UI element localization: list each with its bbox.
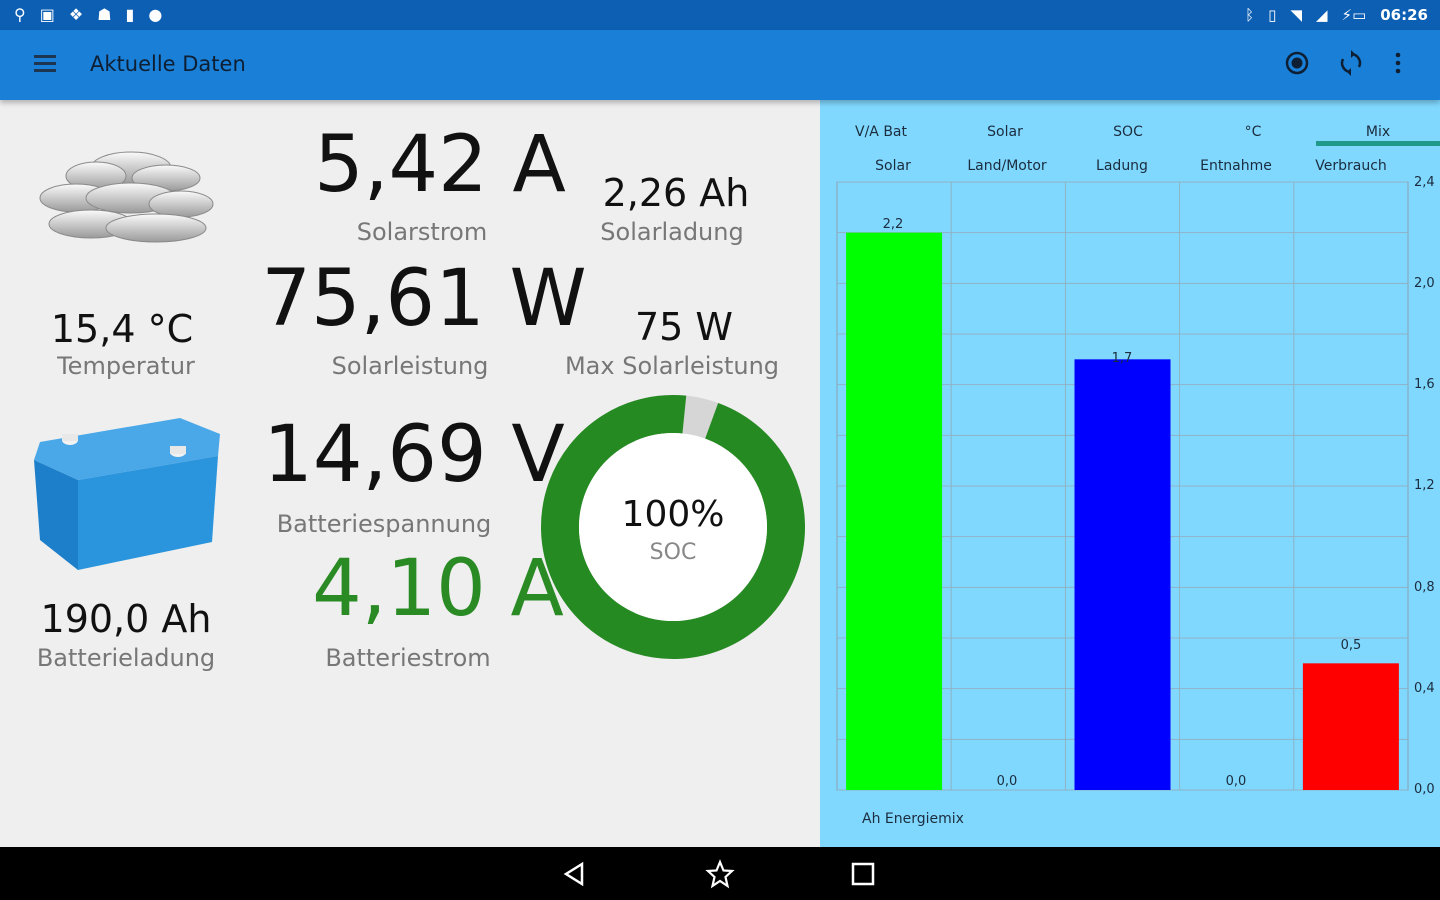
y-tick-label: 1,2 [1414, 478, 1435, 493]
recent-apps-icon[interactable] [848, 859, 878, 889]
battery-voltage-value: 14,69 V [263, 410, 565, 500]
overflow-menu-icon[interactable] [1383, 50, 1413, 80]
back-icon[interactable] [560, 859, 590, 889]
y-tick-label: 1,6 [1414, 377, 1435, 392]
bar-value-label: 0,0 [996, 774, 1018, 789]
chart-x-label: Ah Energiemix [862, 811, 964, 827]
category-label: Entnahme [1200, 158, 1272, 174]
temperature-label: Temperatur [57, 352, 195, 380]
battery-charging-icon: ⚡▭ [1341, 6, 1367, 24]
battery-icon [30, 414, 224, 578]
tab-mix[interactable]: Mix [1365, 124, 1391, 140]
category-label: Solar [875, 158, 911, 174]
y-tick-label: 0,0 [1414, 782, 1435, 797]
energy-mix-bar-chart [836, 181, 1409, 791]
tab-soc[interactable]: SOC [1113, 124, 1143, 140]
tab-va-bat[interactable]: V/A Bat [855, 124, 907, 140]
menu-icon[interactable] [34, 55, 56, 75]
battery-charge-value: 190,0 Ah [40, 597, 212, 641]
usb-icon: ⚲ [14, 5, 26, 24]
category-label: Ladung [1096, 158, 1148, 174]
max-solar-power-label: Max Solarleistung [564, 352, 780, 380]
soc-gauge: 100% SOC [540, 394, 806, 660]
solar-charge-value: 2,26 Ah [602, 171, 750, 215]
y-tick-label: 2,4 [1414, 175, 1435, 190]
status-bar: ⚲ ▣ ❖ ☗ ▮ ● ᛒ ▯ ◥ ◢ ⚡▭ 06:26 [0, 0, 1440, 30]
refresh-icon[interactable] [1336, 50, 1366, 80]
tab-temperature[interactable]: °C [1244, 124, 1262, 140]
temperature-value: 15,4 °C [50, 307, 194, 351]
battery-small-icon: ▮ [125, 5, 135, 24]
active-tab-indicator [1316, 141, 1440, 146]
bar-solar [846, 232, 943, 790]
notification-icons: ⚲ ▣ ❖ ☗ ▮ ● [14, 5, 162, 24]
star-icon[interactable] [705, 859, 735, 889]
solar-current-value: 5,42 A [314, 120, 566, 210]
pin-icon: ● [148, 5, 163, 24]
y-tick-label: 2,0 [1414, 276, 1435, 291]
solar-current-label: Solarstrom [356, 218, 488, 246]
signal-icon: ◢ [1315, 6, 1328, 24]
wifi-icon: ◥ [1290, 6, 1302, 24]
navigation-bar [0, 847, 1440, 900]
battery-charge-label: Batterieladung [36, 644, 216, 672]
y-tick-label: 0,4 [1414, 681, 1435, 696]
image-icon: ▣ [39, 5, 55, 24]
battery-current-label: Batteriestrom [325, 644, 491, 672]
system-icons: ᛒ ▯ ◥ ◢ ⚡▭ 06:26 [1245, 6, 1428, 24]
android-icon: ☗ [97, 5, 112, 24]
soc-label: SOC [649, 540, 697, 565]
page-title: Aktuelle Daten [90, 52, 246, 76]
current-data-panel: 15,4 °C Temperatur 190,0 Ah Batterieladu… [0, 100, 820, 847]
record-icon[interactable] [1282, 50, 1312, 80]
bluetooth-icon: ᛒ [1245, 6, 1255, 24]
bar-value-label: 0,0 [1225, 774, 1247, 789]
bar-value-label: 0,5 [1340, 638, 1362, 653]
bar-value-label: 1,7 [1111, 351, 1133, 366]
bar-value-label: 2,2 [882, 217, 904, 232]
cloudy-weather-icon [36, 146, 216, 250]
battery-current-value: 4,10 A [312, 544, 564, 634]
bar-ladung [1074, 359, 1171, 790]
category-label: Land/Motor [967, 158, 1047, 174]
solar-power-label: Solarleistung [331, 352, 489, 380]
category-label: Verbrauch [1315, 158, 1387, 174]
max-solar-power-value: 75 W [634, 305, 734, 349]
bar-verbrauch [1302, 663, 1399, 790]
solar-charge-label: Solarladung [600, 218, 744, 246]
y-tick-label: 0,8 [1414, 580, 1435, 595]
sim-icon: ▯ [1268, 6, 1277, 24]
solar-power-value: 75,61 W [261, 254, 587, 344]
clock: 06:26 [1380, 6, 1428, 24]
soc-value: 100% [621, 494, 725, 535]
dropbox-icon: ❖ [68, 5, 84, 24]
tab-solar[interactable]: Solar [987, 124, 1023, 140]
app-bar: Aktuelle Daten [0, 30, 1440, 100]
battery-voltage-label: Batteriespannung [276, 510, 492, 538]
